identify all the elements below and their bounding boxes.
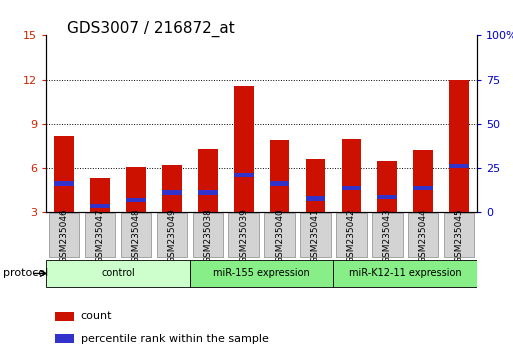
FancyBboxPatch shape: [372, 213, 403, 257]
FancyBboxPatch shape: [190, 260, 333, 287]
Text: GSM235038: GSM235038: [203, 208, 212, 263]
Bar: [234, 172, 253, 177]
Text: miR-155 expression: miR-155 expression: [213, 268, 310, 279]
Text: GSM235047: GSM235047: [95, 208, 105, 263]
Text: count: count: [81, 311, 112, 321]
Text: GSM235049: GSM235049: [167, 208, 176, 263]
FancyBboxPatch shape: [46, 260, 190, 287]
Text: GSM235042: GSM235042: [347, 208, 356, 263]
Bar: [90, 204, 110, 208]
Bar: [270, 140, 289, 212]
Bar: [342, 139, 361, 212]
FancyBboxPatch shape: [121, 213, 151, 257]
FancyBboxPatch shape: [336, 213, 367, 257]
FancyBboxPatch shape: [49, 213, 80, 257]
Bar: [162, 190, 182, 195]
Text: percentile rank within the sample: percentile rank within the sample: [81, 333, 268, 344]
FancyBboxPatch shape: [408, 213, 439, 257]
FancyBboxPatch shape: [444, 213, 475, 257]
Bar: [449, 164, 469, 168]
FancyBboxPatch shape: [300, 213, 331, 257]
Bar: [198, 149, 218, 212]
Bar: [449, 80, 469, 212]
Bar: [55, 334, 74, 343]
FancyBboxPatch shape: [228, 213, 259, 257]
Bar: [378, 161, 397, 212]
Bar: [306, 196, 325, 201]
Bar: [54, 181, 74, 186]
Text: protocol: protocol: [3, 268, 48, 278]
Text: GSM235048: GSM235048: [131, 208, 141, 263]
Text: GSM235043: GSM235043: [383, 208, 392, 263]
FancyBboxPatch shape: [264, 213, 295, 257]
Text: GSM235044: GSM235044: [419, 208, 428, 263]
FancyBboxPatch shape: [192, 213, 223, 257]
FancyBboxPatch shape: [85, 213, 115, 257]
Text: GSM235040: GSM235040: [275, 208, 284, 263]
Bar: [270, 181, 289, 186]
Bar: [126, 167, 146, 212]
FancyBboxPatch shape: [333, 260, 477, 287]
Bar: [54, 136, 74, 212]
Bar: [90, 178, 110, 212]
Bar: [342, 186, 361, 190]
Bar: [234, 86, 253, 212]
Bar: [55, 312, 74, 321]
Bar: [162, 165, 182, 212]
Text: GSM235039: GSM235039: [239, 208, 248, 263]
Text: GSM235045: GSM235045: [455, 208, 464, 263]
Bar: [198, 190, 218, 195]
Bar: [126, 198, 146, 202]
FancyBboxPatch shape: [156, 213, 187, 257]
Bar: [413, 150, 433, 212]
Text: GSM235041: GSM235041: [311, 208, 320, 263]
Bar: [306, 159, 325, 212]
Bar: [413, 186, 433, 190]
Bar: [378, 195, 397, 199]
Text: GDS3007 / 216872_at: GDS3007 / 216872_at: [67, 21, 234, 38]
Text: control: control: [101, 268, 135, 279]
Text: GSM235046: GSM235046: [60, 208, 69, 263]
Text: miR-K12-11 expression: miR-K12-11 expression: [349, 268, 462, 279]
